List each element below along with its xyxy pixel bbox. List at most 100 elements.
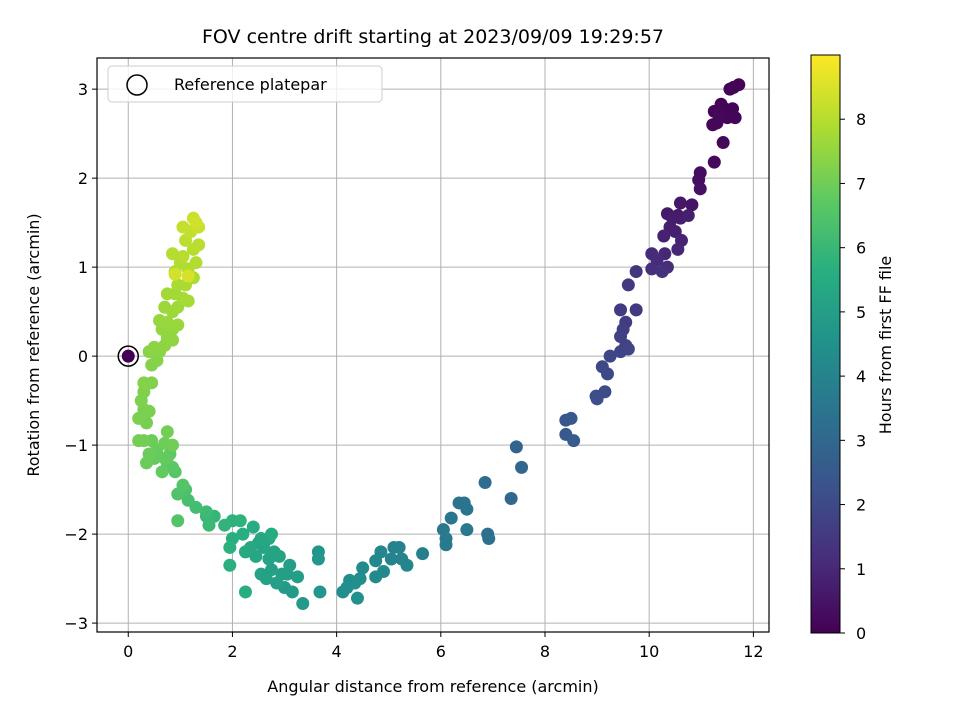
data-point [400,558,414,572]
data-point [723,82,737,96]
data-point [160,425,174,439]
colorbar-label: Hours from first FF file [876,256,895,435]
data-point [176,249,190,263]
data-point [265,527,279,541]
data-point [671,242,685,256]
data-point [189,216,203,230]
data-point [147,340,161,354]
x-tick-label: 10 [639,642,659,661]
data-points [132,78,746,611]
data-point [350,591,364,605]
colorbar-tick-label: 2 [856,496,866,515]
x-tick-label: 6 [436,642,446,661]
data-point [233,514,247,528]
data-point [218,518,232,532]
data-point [296,597,310,611]
data-point [657,229,671,243]
data-point [384,552,398,566]
data-point [142,404,156,418]
colorbar-tick-label: 5 [856,303,866,322]
data-point [139,456,153,470]
data-point [202,518,216,532]
data-point [223,558,237,572]
y-axis-ticks: −3 −2 −1 0 1 2 3 [64,80,97,633]
data-point [132,411,146,425]
y-tick-label: 1 [78,258,88,277]
data-point [313,585,327,599]
data-point [166,247,180,261]
reference-ring [117,345,140,367]
data-point [171,514,185,528]
x-tick-label: 12 [743,642,763,661]
colorbar-tick-label: 0 [856,624,866,643]
data-point [272,549,286,563]
data-point [238,585,252,599]
data-point [509,440,523,454]
data-point [336,585,350,599]
data-point [621,342,635,356]
data-point [681,209,695,223]
colorbar-tick-label: 8 [856,110,866,129]
data-point [166,333,180,347]
data-point [176,220,190,234]
data-point [629,303,643,317]
data-point [460,502,474,516]
data-point [236,527,250,541]
data-point [416,547,430,561]
data-point [168,267,182,281]
legend-entry-reference-platepar: Reference platepar [174,75,327,94]
data-point [369,554,383,568]
data-point [590,392,604,406]
data-point [603,349,617,363]
data-point [504,492,518,506]
x-tick-label: 8 [540,642,550,661]
y-axis-label: Rotation from reference (arcmin) [24,213,43,476]
data-point [192,238,206,252]
data-point [728,111,742,125]
reference-platepar-marker [117,345,140,367]
data-point [706,118,720,132]
x-tick-label: 0 [123,642,133,661]
legend-marker-icon [126,74,148,96]
colorbar-tick-label: 7 [856,174,866,193]
data-point [645,262,659,276]
data-point [155,465,169,479]
data-point [311,552,325,566]
y-tick-label: 0 [78,347,88,366]
data-point [181,269,195,283]
data-point [166,438,180,452]
data-point [369,570,383,584]
data-point [254,532,268,546]
data-point [137,385,151,399]
colorbar-gradient [810,54,841,634]
y-tick-label: −3 [64,614,88,633]
data-point [716,136,730,150]
data-point [158,451,172,465]
colorbar-tick-label: 6 [856,239,866,258]
data-point [564,411,578,425]
data-point [254,567,268,581]
legend-box [107,65,383,103]
data-point [601,367,615,381]
data-point [181,493,195,507]
data-point [356,561,370,575]
data-point [176,478,190,492]
data-point [621,278,635,292]
colorbar-tick-label: 4 [856,367,866,386]
data-point [270,576,284,590]
data-point [160,315,174,329]
data-point [685,198,699,212]
colorbar-ticks: 0 1 2 3 4 5 6 7 8 [840,110,866,643]
data-point [291,570,305,584]
data-point [567,434,581,448]
colorbar-tick-label: 1 [856,560,866,579]
data-point [439,538,453,552]
data-point [713,107,727,121]
colorbar-tick-label: 3 [856,431,866,450]
data-point [246,520,260,534]
data-point [137,434,151,448]
y-tick-label: 3 [78,80,88,99]
data-point [181,294,195,308]
y-tick-label: 2 [78,169,88,188]
